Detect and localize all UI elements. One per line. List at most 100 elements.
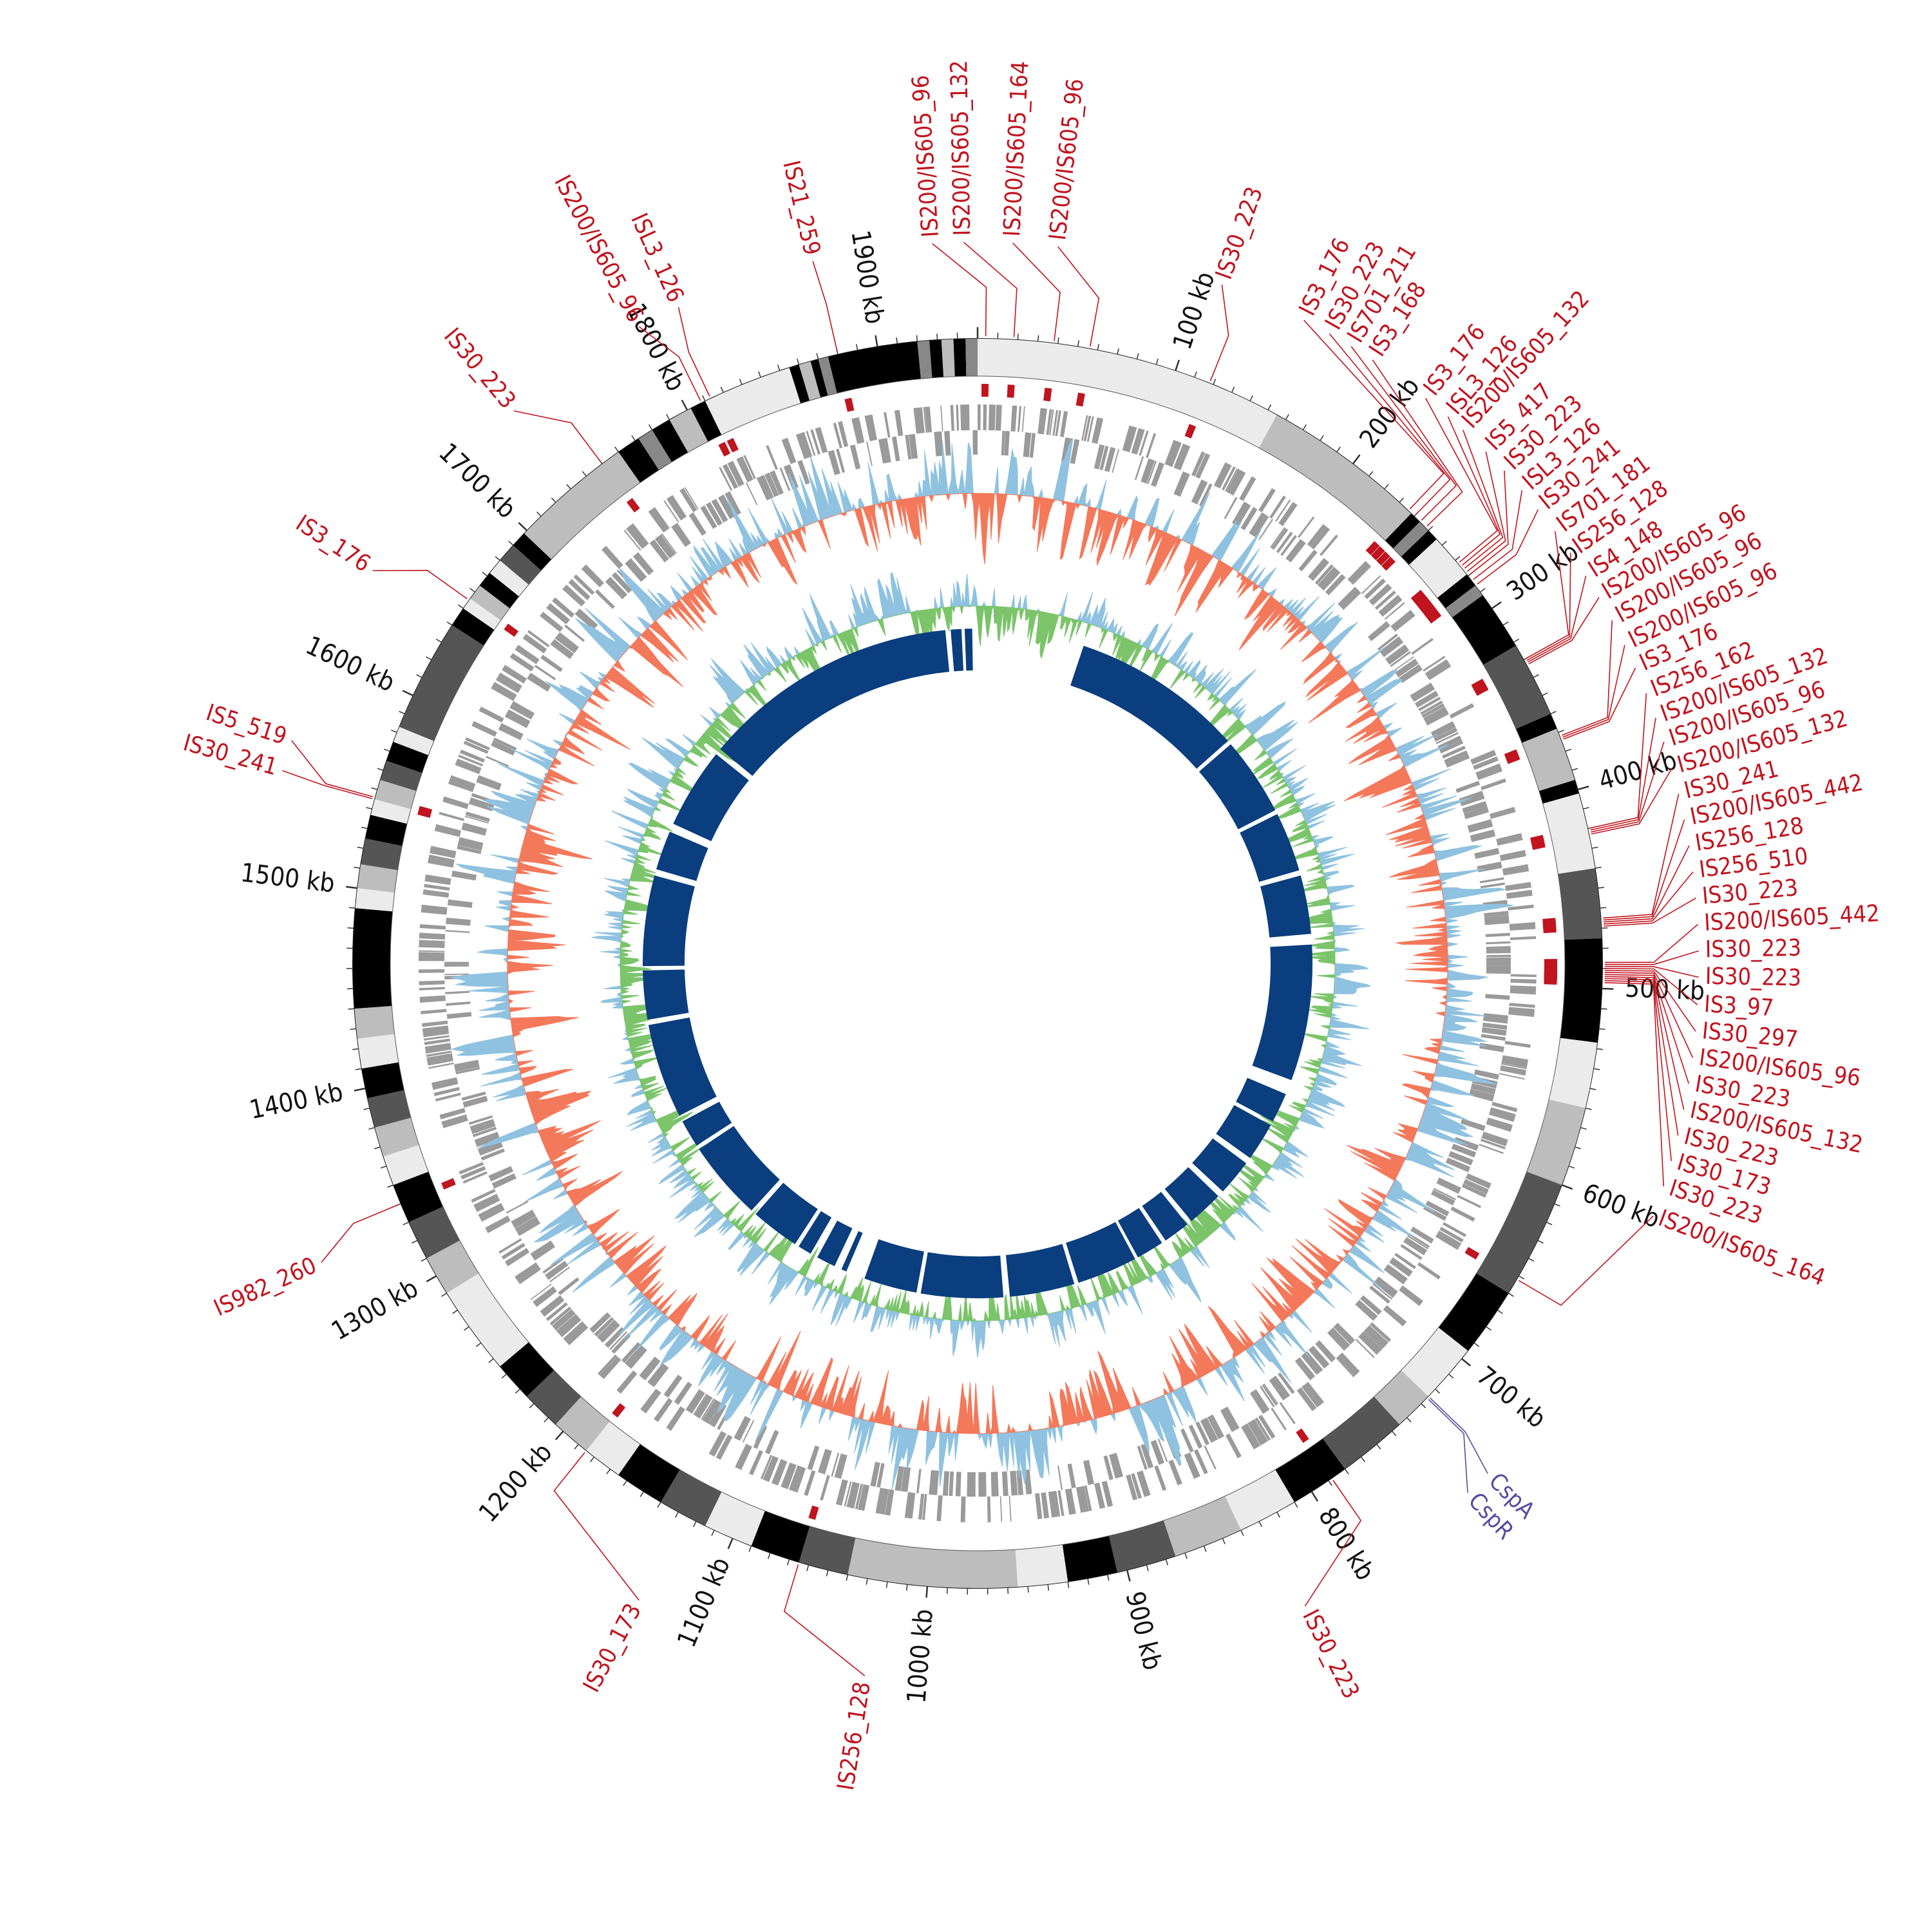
- minor-tick: [421, 1258, 428, 1262]
- gene-feature: [922, 1493, 927, 1520]
- minor-tick: [1596, 1048, 1603, 1050]
- contig-segment: [409, 1206, 460, 1258]
- gene-feature: [445, 990, 470, 994]
- is-marker: [718, 442, 731, 457]
- contig-segment: [1452, 595, 1516, 665]
- minor-tick: [374, 1146, 381, 1150]
- is-element-leader-line: [1463, 430, 1504, 569]
- contig-segment: [500, 545, 542, 585]
- gene-feature: [1355, 1338, 1375, 1358]
- gene-feature: [1310, 526, 1331, 550]
- minor-tick: [1319, 435, 1324, 442]
- gene-feature: [1499, 1073, 1525, 1080]
- is-element-leader-line: [1562, 645, 1625, 738]
- gene-feature: [1379, 636, 1404, 658]
- gene-feature: [1260, 1385, 1275, 1408]
- gene-feature: [1081, 415, 1088, 441]
- is-marker: [626, 498, 640, 513]
- gene-feature: [762, 1455, 779, 1482]
- gene-feature: [421, 1009, 447, 1014]
- minor-tick: [1428, 526, 1434, 531]
- gene-feature: [1425, 659, 1452, 681]
- gene-feature: [441, 1114, 468, 1128]
- is-element-leader-line: [932, 243, 987, 337]
- gene-feature: [419, 980, 445, 985]
- gene-feature: [1035, 1493, 1043, 1519]
- is-marker-ring: [417, 384, 1558, 1520]
- gene-feature: [446, 1012, 472, 1019]
- gene-feature: [460, 1166, 486, 1180]
- minor-tick: [1222, 1538, 1226, 1544]
- gene-feature: [1226, 468, 1246, 496]
- gene-feature: [1367, 621, 1390, 641]
- contig-segment: [1275, 1438, 1345, 1502]
- gene-feature: [424, 884, 450, 891]
- gene-feature: [1479, 877, 1504, 884]
- gene-feature: [1418, 696, 1441, 712]
- gene-feature: [459, 1162, 484, 1175]
- homology-block: [656, 831, 708, 881]
- contig-segment: [355, 888, 395, 912]
- gene-feature: [1510, 978, 1537, 984]
- gene-feature: [807, 1445, 820, 1470]
- kb-tick-label: 100 kb: [1168, 268, 1221, 353]
- gene-feature: [447, 899, 473, 908]
- contig-segment: [705, 1492, 765, 1546]
- gene-feature: [1301, 1350, 1323, 1375]
- gene-feature: [1481, 1027, 1507, 1036]
- gene-feature: [1191, 479, 1208, 505]
- gene-feature: [918, 1493, 925, 1520]
- gene-feature: [756, 475, 774, 500]
- minor-tick: [720, 386, 724, 393]
- gene-feature: [596, 1320, 620, 1343]
- gene-feature: [942, 1471, 949, 1496]
- gene-feature: [1164, 440, 1182, 468]
- gene-feature: [1057, 1490, 1065, 1517]
- is-element-leader-line: [638, 326, 701, 401]
- minor-tick: [361, 826, 368, 829]
- gene-feature: [1269, 1376, 1291, 1401]
- gene-feature: [1479, 1043, 1504, 1053]
- is-element-leader-line: [1604, 978, 1679, 1136]
- kb-tick-label: 1500 kb: [239, 858, 336, 898]
- contig-segment: [1549, 1037, 1598, 1108]
- gene-feature: [1486, 946, 1511, 954]
- gene-feature: [1451, 1143, 1477, 1158]
- contig-segment: [953, 339, 967, 377]
- gene-feature: [474, 1132, 500, 1148]
- homology-block: [964, 629, 973, 671]
- minor-tick: [1360, 1456, 1365, 1463]
- homology-block: [1117, 1208, 1162, 1258]
- gene-feature: [760, 1455, 773, 1480]
- minor-tick: [748, 1545, 752, 1552]
- minor-tick: [657, 1501, 661, 1508]
- gene-feature: [770, 470, 784, 495]
- is-element-leader-line: [282, 770, 373, 799]
- minor-tick: [1077, 340, 1079, 347]
- minor-tick: [711, 1530, 715, 1537]
- minor-tick: [380, 1165, 387, 1169]
- gene-feature: [1389, 1257, 1413, 1277]
- homology-block: [1198, 744, 1276, 829]
- contig-segment: [789, 365, 810, 404]
- is-element-label: IS30_223: [1705, 963, 1801, 992]
- minor-tick: [469, 587, 476, 593]
- gene-feature: [1363, 1325, 1388, 1349]
- gene-feature: [1370, 1322, 1392, 1343]
- gene-feature: [472, 1126, 497, 1137]
- gene-feature: [1510, 985, 1537, 995]
- homology-block: [643, 969, 689, 1020]
- contig-segment: [1015, 1544, 1068, 1587]
- minor-tick: [768, 1552, 771, 1559]
- gene-feature: [972, 430, 978, 455]
- gene-feature: [563, 1321, 589, 1345]
- gene-feature: [1399, 1285, 1423, 1306]
- is-marker: [1043, 388, 1052, 402]
- gene-feature: [574, 608, 598, 630]
- gene-feature: [424, 1043, 451, 1054]
- gene-feature: [688, 512, 706, 536]
- gene-feature: [1070, 439, 1080, 464]
- minor-tick: [1441, 540, 1447, 546]
- gene-feature: [428, 1062, 454, 1069]
- is-element-leader-line: [1604, 965, 1699, 978]
